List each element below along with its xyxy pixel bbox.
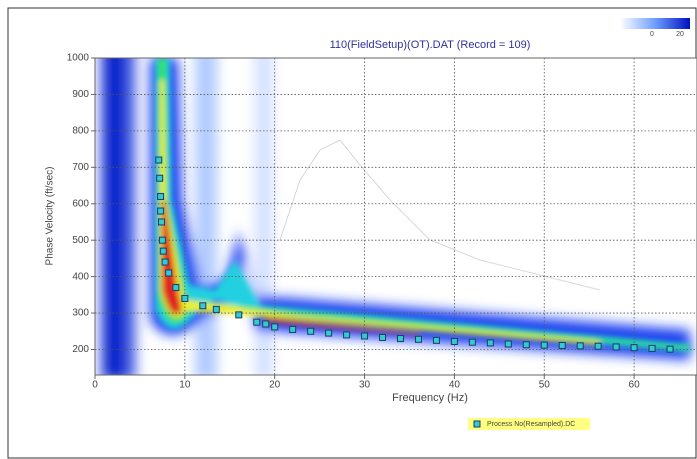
data-point	[343, 331, 351, 339]
data-point	[648, 344, 656, 352]
data-point	[165, 269, 173, 277]
y-tick-label: 1000	[67, 53, 90, 64]
data-point	[522, 341, 530, 349]
data-point	[156, 174, 164, 182]
data-point	[558, 341, 566, 349]
data-point	[181, 294, 189, 302]
data-point	[396, 335, 404, 343]
data-point	[414, 335, 422, 343]
data-point	[486, 339, 494, 347]
legend-label: Process No(Resampled).DC	[487, 421, 575, 428]
x-tick-label: 10	[179, 380, 191, 391]
x-tick-label: 50	[539, 380, 551, 391]
data-point	[199, 302, 207, 310]
plot-border	[94, 57, 697, 376]
y-tick-label: 400	[72, 271, 89, 282]
data-point	[450, 337, 458, 345]
colorbar-tick-label: 20	[676, 31, 684, 38]
y-tick-label: 900	[72, 89, 89, 100]
data-point	[253, 318, 261, 326]
data-point	[157, 192, 165, 200]
data-point	[361, 332, 369, 340]
y-tick-label: 200	[72, 344, 89, 355]
legend-box	[468, 418, 590, 430]
x-tick-label: 20	[269, 380, 281, 391]
data-point	[612, 343, 620, 351]
data-point	[666, 345, 674, 353]
data-point	[212, 305, 220, 313]
y-tick-label: 500	[72, 235, 89, 246]
colorbar-tick-label: 0	[650, 31, 654, 38]
data-point	[289, 325, 297, 333]
y-tick-label: 800	[72, 126, 89, 137]
y-tick-label: 600	[72, 198, 89, 209]
chart-title: 110(FieldSetup)(OT).DAT (Record = 109)	[330, 39, 531, 51]
data-point	[271, 323, 279, 331]
data-point	[630, 344, 638, 352]
x-tick-label: 30	[359, 380, 371, 391]
data-point	[161, 258, 169, 266]
x-tick-label: 40	[449, 380, 461, 391]
y-axis-label: Phase Velocity (ft/sec)	[45, 167, 56, 266]
data-point	[172, 284, 180, 292]
colorbar	[620, 18, 690, 29]
data-point	[235, 311, 243, 319]
y-tick-label: 700	[72, 162, 89, 173]
data-point	[504, 340, 512, 348]
x-axis-label: Frequency (Hz)	[392, 392, 468, 404]
data-point	[540, 341, 548, 349]
data-point	[594, 342, 602, 350]
data-point	[159, 247, 167, 255]
data-point	[157, 218, 165, 226]
data-point	[468, 338, 476, 346]
data-point	[432, 336, 440, 344]
data-point	[325, 329, 333, 337]
data-point	[576, 342, 584, 350]
data-point	[155, 156, 163, 164]
x-tick-label: 0	[92, 380, 98, 391]
legend-marker	[473, 420, 481, 428]
data-point	[307, 327, 315, 335]
x-tick-label: 60	[629, 380, 641, 391]
data-point	[379, 333, 387, 341]
data-point	[262, 320, 270, 328]
data-point	[158, 236, 166, 244]
data-point	[157, 207, 165, 215]
y-tick-label: 300	[72, 308, 89, 319]
